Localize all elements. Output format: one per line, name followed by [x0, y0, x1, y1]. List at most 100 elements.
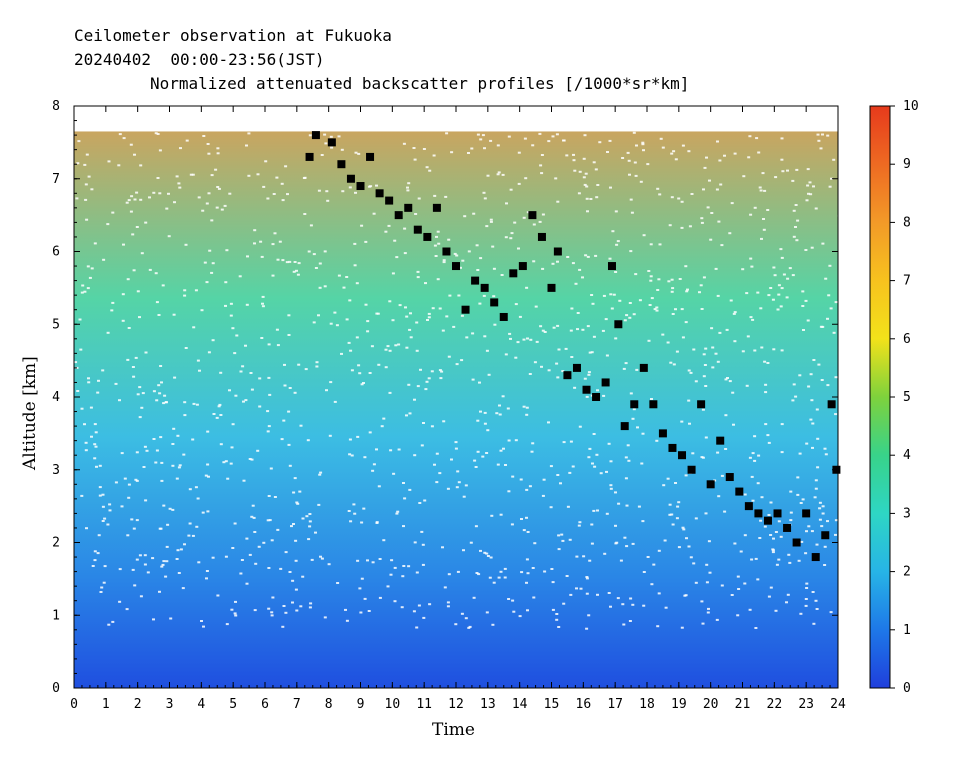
cloud-base-point	[697, 400, 706, 409]
speckle	[716, 140, 719, 143]
speckle	[624, 477, 628, 480]
speckle	[592, 433, 596, 435]
speckle	[653, 308, 657, 311]
speckle	[191, 173, 195, 176]
speckle	[592, 161, 596, 164]
speckle	[333, 311, 337, 314]
speckle	[552, 326, 556, 329]
speckle	[762, 228, 766, 231]
speckle	[271, 243, 275, 246]
speckle	[677, 501, 681, 504]
speckle	[398, 304, 402, 307]
speckle	[108, 503, 112, 506]
speckle	[181, 587, 185, 590]
speckle	[766, 362, 770, 364]
speckle	[618, 299, 622, 302]
speckle	[183, 414, 187, 417]
speckle	[234, 600, 237, 603]
speckle	[517, 151, 521, 154]
colorbar-tick-label: 9	[903, 157, 911, 172]
speckle	[547, 369, 551, 372]
speckle	[117, 164, 121, 167]
speckle	[178, 464, 182, 467]
speckle	[648, 304, 652, 306]
speckle	[294, 588, 298, 591]
speckle	[692, 348, 696, 351]
speckle	[215, 206, 219, 209]
speckle	[485, 452, 489, 454]
speckle	[455, 486, 459, 489]
speckle	[337, 135, 341, 138]
speckle	[823, 564, 827, 566]
speckle	[216, 147, 220, 150]
speckle	[464, 484, 468, 487]
speckle	[541, 267, 545, 270]
speckle	[688, 422, 691, 425]
speckle	[378, 558, 382, 560]
speckle	[716, 451, 720, 454]
speckle	[556, 260, 559, 263]
speckle	[543, 331, 547, 333]
speckle	[772, 537, 775, 540]
speckle	[717, 220, 721, 223]
speckle	[753, 459, 757, 462]
cloud-base-point	[725, 473, 734, 482]
speckle	[79, 348, 83, 351]
speckle	[804, 552, 808, 555]
speckle	[813, 496, 817, 499]
speckle	[777, 558, 781, 561]
speckle	[526, 609, 529, 612]
speckle	[270, 611, 274, 614]
speckle	[815, 543, 819, 546]
speckle	[476, 133, 480, 136]
speckle	[588, 447, 592, 450]
speckle	[85, 527, 88, 530]
cloud-base-point	[639, 363, 648, 372]
speckle	[94, 431, 98, 434]
speckle	[353, 242, 357, 245]
speckle	[779, 248, 783, 251]
speckle	[496, 463, 500, 466]
speckle	[810, 530, 814, 533]
speckle	[272, 193, 276, 195]
colorbar-tick-label: 6	[903, 332, 911, 347]
speckle	[828, 185, 832, 188]
speckle	[355, 336, 359, 339]
speckle	[168, 507, 172, 510]
speckle	[714, 267, 718, 270]
speckle	[780, 423, 784, 426]
speckle	[241, 365, 245, 368]
y-tick-label: 1	[52, 608, 60, 623]
x-tick-label: 8	[325, 697, 333, 712]
speckle	[700, 217, 704, 220]
speckle	[288, 260, 292, 263]
speckle	[220, 208, 224, 211]
speckle	[129, 143, 133, 146]
speckle	[823, 545, 827, 548]
speckle	[460, 359, 464, 362]
speckle	[288, 387, 292, 389]
speckle	[811, 591, 815, 593]
speckle	[448, 294, 452, 297]
speckle	[635, 368, 639, 371]
speckle	[323, 133, 327, 136]
speckle	[171, 464, 175, 467]
speckle	[749, 316, 753, 319]
speckle	[641, 520, 645, 523]
speckle	[413, 454, 417, 457]
speckle	[107, 160, 111, 163]
speckle	[195, 525, 199, 528]
speckle	[296, 502, 300, 505]
speckle	[148, 268, 152, 271]
speckle	[638, 299, 642, 302]
speckle	[812, 185, 815, 188]
speckle	[710, 212, 714, 214]
speckle	[746, 335, 750, 338]
speckle	[287, 410, 291, 413]
speckle	[533, 542, 537, 545]
speckle	[409, 312, 412, 315]
y-tick-label: 7	[52, 172, 60, 187]
speckle	[687, 369, 691, 372]
speckle	[366, 559, 369, 562]
speckle	[114, 481, 118, 484]
